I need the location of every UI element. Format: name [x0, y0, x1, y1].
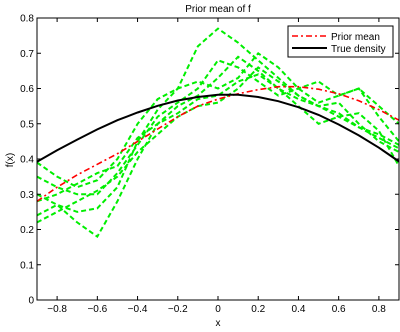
y-tick-label: 0.6 [20, 84, 34, 95]
sample-curve [36, 51, 400, 189]
x-tick-label: −0.8 [47, 304, 67, 315]
chart-title: Prior mean of f [185, 4, 251, 15]
series-line-prior-mean [36, 85, 400, 202]
sample-curves [36, 27, 400, 239]
y-tick-label: 0.7 [20, 49, 34, 60]
x-tick-label: 0 [215, 304, 221, 315]
x-tick-label: −0.4 [128, 304, 148, 315]
y-tick-label: 0.3 [20, 190, 34, 201]
y-tick-label: 0 [28, 296, 34, 307]
y-tick-label: 0.4 [20, 155, 34, 166]
x-tick-label: −0.2 [168, 304, 188, 315]
y-tick-label: 0.1 [20, 260, 34, 271]
y-axis-label: f(x) [5, 153, 16, 167]
y-axis-ticks: 0 0.1 0.2 0.3 0.4 0.5 0.6 0.7 0.8 [20, 14, 399, 307]
legend-label-true-density: True density [331, 44, 386, 55]
y-tick-label: 0.2 [20, 225, 34, 236]
sample-curve [36, 73, 400, 203]
legend-label-prior-mean: Prior mean [331, 32, 380, 43]
legend: Prior mean True density [287, 25, 394, 58]
series-lines [36, 85, 400, 202]
plot-frame [36, 17, 400, 301]
y-tick-label: 0.5 [20, 119, 34, 130]
sample-curve [36, 55, 400, 239]
x-tick-label: 0.6 [332, 304, 346, 315]
y-tick-label: 0.8 [20, 14, 34, 25]
x-tick-label: 0.4 [291, 304, 305, 315]
sample-curve [36, 66, 400, 224]
x-axis-label: x [216, 318, 221, 329]
series-line-true-density [36, 93, 400, 163]
sample-curve [36, 59, 400, 196]
x-axis-ticks: −0.8 −0.6 −0.4 −0.2 0 0.2 0.4 0.6 0.8 [47, 18, 386, 315]
legend-box [287, 25, 394, 58]
x-tick-label: −0.6 [87, 304, 107, 315]
x-tick-label: 0.2 [251, 304, 265, 315]
x-tick-label: 0.8 [372, 304, 386, 315]
